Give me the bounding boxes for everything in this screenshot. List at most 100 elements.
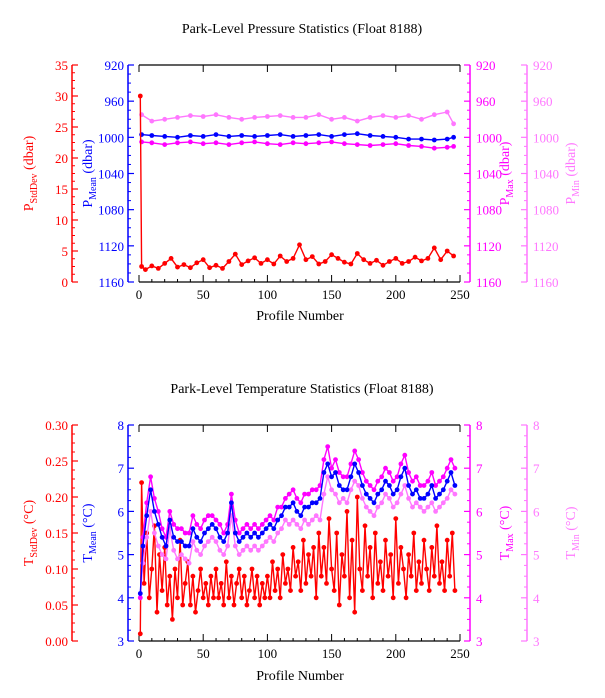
temperature-series-max-point xyxy=(182,530,188,536)
temperature-series-stddev-point xyxy=(429,545,435,550)
temperature-series-stddev-point xyxy=(357,566,363,572)
temperature-series-min-point xyxy=(352,478,358,484)
temperature-series-max xyxy=(137,444,458,601)
temperature-series-stddev-point xyxy=(175,595,180,601)
temperature-series-min-point xyxy=(329,487,334,493)
temperature-series-mean-point xyxy=(232,530,238,536)
pressure-series-stddev-point xyxy=(162,261,168,266)
pressure-series-stddev-point xyxy=(232,251,238,257)
pressure-min-tick-label: 1080 xyxy=(533,203,559,218)
pressure-series-mean-point xyxy=(329,134,334,139)
pressure-mean-axis-label-main: P xyxy=(81,200,96,208)
temperature-series-stddev xyxy=(137,480,458,637)
temperature-series-max-point xyxy=(267,513,273,519)
temperature-series-stddev-point xyxy=(159,588,165,593)
temperature-series-min-point xyxy=(406,496,411,501)
temperature-series-mean-point xyxy=(410,491,415,497)
temperature-series-stddev-point xyxy=(164,602,170,608)
temperature-series-max-point xyxy=(279,504,284,510)
temperature-series-max-point xyxy=(240,526,246,532)
temperature-series-max-point xyxy=(217,522,223,527)
temperature-series-mean xyxy=(137,461,458,596)
pressure-series-stddev-point xyxy=(361,257,367,263)
temperature-max-tick-label: 8 xyxy=(476,418,483,433)
temperature-series-stddev-point xyxy=(421,537,427,543)
pressure-series-stddev-point xyxy=(399,261,405,266)
pressure-stddev-axis-label: PStdDev (dbar) xyxy=(22,135,40,211)
pressure-series-mean-point xyxy=(226,134,232,139)
temperature-series-stddev-point xyxy=(172,566,178,572)
temperature-series-max-point xyxy=(186,530,192,536)
pressure-max-tick-label: 1120 xyxy=(476,239,502,254)
temperature-series-stddev-point xyxy=(434,523,440,529)
temperature-series-max-point xyxy=(286,491,292,497)
temperature-series-mean-point xyxy=(425,491,431,497)
temperature-series-max-point xyxy=(252,522,257,527)
temperature-min-axis-label-sub: Min xyxy=(571,534,582,551)
temperature-series-max-point xyxy=(417,483,423,488)
temperature-series-mean-point xyxy=(333,470,338,475)
temperature-series-stddev-point xyxy=(318,573,324,579)
temperature-series-stddev-point xyxy=(226,595,232,601)
pressure-min-tick-label: 1040 xyxy=(533,167,559,182)
temperature-series-stddev-point xyxy=(388,552,394,557)
temperature-series-stddev-point xyxy=(208,573,214,579)
pressure-series-max-point xyxy=(444,144,450,150)
temperature-series-min-point xyxy=(298,526,304,532)
temperature-series-max-point xyxy=(152,496,157,501)
pressure-series-max-point xyxy=(149,140,155,146)
temperature-series-mean-point xyxy=(348,474,354,480)
temperature-series-mean-point xyxy=(209,522,215,527)
pressure-max-tick-label: 1000 xyxy=(476,130,502,145)
temperature-series-stddev-point xyxy=(313,595,319,601)
pressure-series-mean-point xyxy=(316,132,322,138)
temperature-series-mean-point xyxy=(256,534,261,540)
temperature-min-tick-label: 8 xyxy=(533,418,540,433)
pressure-series-stddev-point xyxy=(297,242,302,248)
temperature-series-max-point xyxy=(333,457,338,462)
pressure-chart-title: Park-Level Pressure Statistics (Float 81… xyxy=(182,22,423,37)
temperature-series-mean-point xyxy=(313,500,319,506)
temperature-series-stddev-point xyxy=(444,537,450,543)
temperature-series-min-point xyxy=(321,491,327,497)
temperature-series-min-point xyxy=(144,534,150,540)
pressure-series-stddev-point xyxy=(367,261,373,266)
temperature-stddev-tick-label: 0.30 xyxy=(45,418,68,433)
temperature-series-min-point xyxy=(325,474,331,480)
temperature-series-max-point xyxy=(244,522,250,527)
temperature-series-stddev-point xyxy=(326,516,332,521)
temperature-series-stddev-point xyxy=(393,516,399,521)
temperature-series-max-point xyxy=(344,474,350,480)
temperature-series-stddev-point xyxy=(272,588,278,593)
pressure-series-min-point xyxy=(451,121,456,127)
temperature-series-max-point xyxy=(137,595,143,601)
pressure-series-max-point xyxy=(419,144,424,149)
temperature-series-mean-point xyxy=(444,478,450,484)
pressure-series-stddev-point xyxy=(175,264,180,270)
pressure-series-max-point xyxy=(188,139,193,145)
pressure-series-mean-point xyxy=(239,133,245,138)
temperature-series-mean-point xyxy=(440,487,446,493)
temperature-series-min-point xyxy=(363,504,369,510)
temperature-max-tick-label: 6 xyxy=(476,504,483,519)
temperature-series-mean-point xyxy=(379,487,385,493)
temperature-series-stddev-point xyxy=(229,573,234,579)
pressure-series-stddev-point xyxy=(348,261,354,267)
temperature-series-stddev-point xyxy=(385,573,391,579)
temperature-stddev-axis-label: TStdDev (°C) xyxy=(22,500,40,567)
temperature-min-tick-label: 4 xyxy=(533,591,540,606)
temperature-series-mean-point xyxy=(352,461,358,467)
pressure-series-max-point xyxy=(393,141,399,147)
temperature-series-max-point xyxy=(306,491,311,497)
temperature-series-mean-point xyxy=(205,526,211,532)
pressure-series-max-point xyxy=(226,142,232,148)
temperature-series-max-point xyxy=(402,452,408,458)
temperature-series-min-point xyxy=(194,547,200,553)
temperature-series-min-point xyxy=(209,534,215,540)
temperature-series-mean-point xyxy=(290,500,296,506)
pressure-series-mean-point xyxy=(303,133,309,138)
temperature-series-min-point xyxy=(402,483,408,488)
pressure-series-max-point xyxy=(213,140,219,146)
temperature-series-mean-point xyxy=(137,591,143,596)
pressure-series-max-point xyxy=(367,143,373,148)
